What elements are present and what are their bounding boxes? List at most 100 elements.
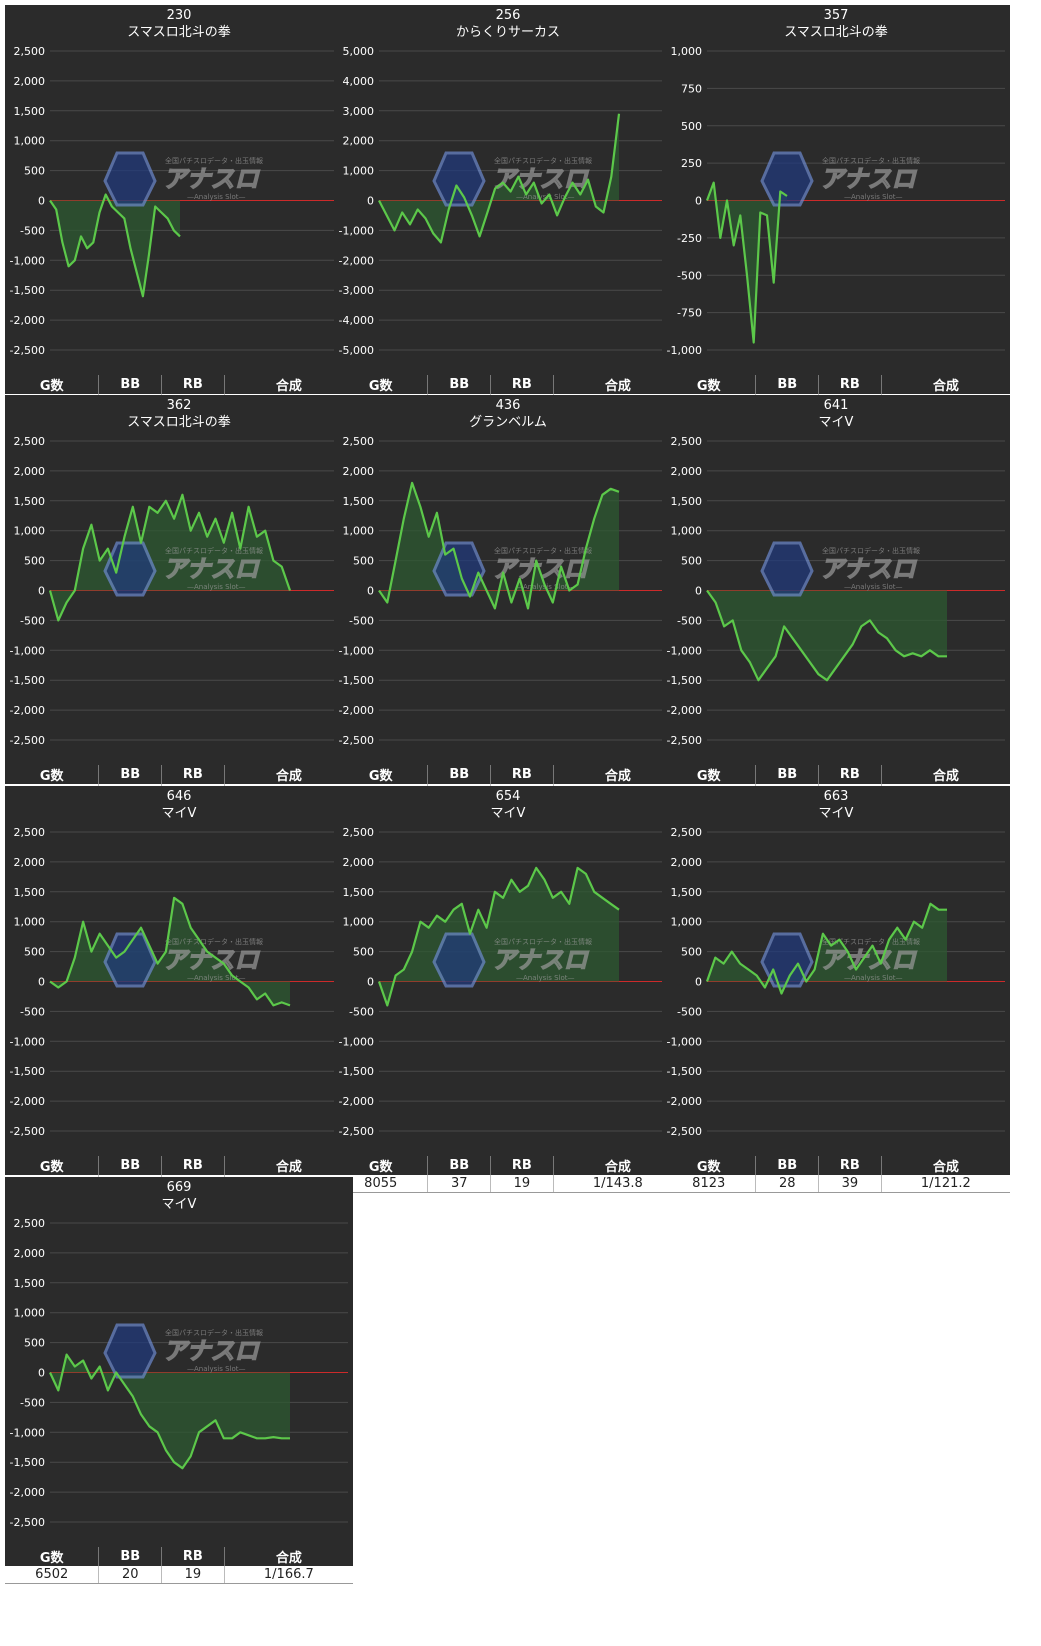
y-tick-label: -4,000 <box>339 314 374 327</box>
y-tick-label: -1,000 <box>339 224 374 237</box>
header-total: 合成 <box>881 1156 1010 1175</box>
logo-hex-icon <box>103 932 157 988</box>
y-tick-label: 2,000 <box>14 75 46 88</box>
y-tick-label: 1,000 <box>14 1307 46 1320</box>
y-tick-label: 500 <box>24 165 45 178</box>
watermark-tagline: —Analysis Slot— <box>844 583 902 591</box>
machine-number: 357 <box>823 8 849 23</box>
machine-panel: 2,500 2,000 1,500 1,000 500 0 -500 -1,000 -1,500… <box>662 786 1010 1193</box>
y-tick-label: -500 <box>677 269 702 282</box>
header-rb: RB <box>490 1156 554 1175</box>
y-tick-label: 0 <box>695 976 702 989</box>
y-tick-label: 500 <box>681 120 702 133</box>
header-total: 合成 <box>553 375 682 394</box>
y-tick-label: 1,500 <box>343 886 375 899</box>
watermark-text: アナスロ <box>820 165 918 193</box>
machine-panel: 2,500 2,000 1,500 1,000 500 0 -500 -1,000 -1,500… <box>5 1177 353 1584</box>
header-total: 合成 <box>224 1156 353 1175</box>
y-tick-label: -2,500 <box>10 734 45 747</box>
y-tick-label: 500 <box>353 555 374 568</box>
y-tick-label: -5,000 <box>339 344 374 357</box>
y-tick-label: -1,000 <box>667 644 702 657</box>
machine-name: マイV <box>161 806 197 821</box>
header-bb: BB <box>98 375 163 394</box>
area-fill <box>50 1354 290 1469</box>
header-rb: RB <box>490 765 554 784</box>
machine-name: グランベルム <box>469 415 547 430</box>
area-fill <box>50 494 290 621</box>
y-tick-label: -2,000 <box>667 704 702 717</box>
y-tick-label: -1,500 <box>10 284 45 297</box>
header-total: 合成 <box>224 375 353 394</box>
series-line <box>48 493 292 622</box>
stats-table: G数 BB RB 合成 8123 28 39 1/121.2 <box>662 1156 1010 1193</box>
y-tick-label: 1,000 <box>343 916 375 929</box>
y-tick-label: 500 <box>681 555 702 568</box>
y-tick-label: 2,000 <box>343 465 375 478</box>
area-fill <box>707 182 787 343</box>
y-tick-label: -1,500 <box>10 674 45 687</box>
machine-number: 663 <box>823 789 849 804</box>
machine-panel: 2,500 2,000 1,500 1,000 500 0 -500 -1,000 -1,500… <box>334 395 682 802</box>
header-total: 合成 <box>224 765 353 784</box>
logo-hex-icon <box>760 151 814 207</box>
machine-name: からくりサーカス <box>455 25 560 40</box>
area-fill <box>707 903 947 994</box>
y-tick-label: 1,000 <box>14 916 46 929</box>
watermark-subtext: 全国パチスロデータ・出玉情報 <box>165 1328 263 1337</box>
series-line <box>378 113 621 244</box>
y-tick-label: 1,500 <box>14 886 46 899</box>
y-tick-label: 2,000 <box>14 1247 46 1260</box>
series-line <box>49 896 291 1007</box>
y-tick-label: 5,000 <box>343 45 375 58</box>
header-g: G数 <box>334 1156 429 1175</box>
y-tick-label: 2,500 <box>343 435 375 448</box>
y-tick-label: -500 <box>677 1005 702 1018</box>
chart-svg: 2,500 2,000 1,500 1,000 500 0 -500 -1,000 -1,500… <box>667 826 1005 1138</box>
machine-name: マイV <box>161 1197 197 1212</box>
machine-name: スマスロ北斗の拳 <box>127 25 231 40</box>
y-tick-label: 500 <box>24 946 45 959</box>
stats-table: G数 BB RB 合成 6502 20 19 1/166.7 <box>5 1547 353 1584</box>
slump-chart: 2,500 2,000 1,500 1,000 500 0 -500 -1,000 -1,500… <box>662 395 1010 765</box>
watermark-text: アナスロ <box>163 165 261 193</box>
series-line <box>49 193 181 298</box>
y-tick-label: -500 <box>20 1005 45 1018</box>
slump-chart: 2,500 2,000 1,500 1,000 500 0 -500 -1,000 -1,500… <box>5 5 353 375</box>
machine-name: マイV <box>818 415 854 430</box>
header-bb: BB <box>98 765 163 784</box>
watermark-text: アナスロ <box>492 946 590 974</box>
y-tick-label: 1,000 <box>14 135 46 148</box>
watermark-tagline: —Analysis Slot— <box>187 193 245 201</box>
watermark-tagline: —Analysis Slot— <box>516 974 574 982</box>
slump-chart: 2,500 2,000 1,500 1,000 500 0 -500 -1,000 -1,500… <box>5 395 353 765</box>
chart-svg: 2,500 2,000 1,500 1,000 500 0 -500 -1,000 -1,500… <box>667 435 1005 747</box>
y-tick-label: -1,000 <box>667 1035 702 1048</box>
header-bb: BB <box>755 375 820 394</box>
y-tick-label: -2,500 <box>339 1125 374 1138</box>
y-tick-label: -2,500 <box>10 1516 45 1529</box>
y-tick-label: 2,000 <box>671 465 703 478</box>
watermark-tagline: —Analysis Slot— <box>187 583 245 591</box>
games-value: 8123 <box>662 1175 757 1193</box>
bb-value: 20 <box>98 1566 163 1584</box>
machine-panel: 2,500 2,000 1,500 1,000 500 0 -500 -1,000 -1,500… <box>5 5 353 412</box>
y-tick-label: 3,000 <box>343 105 375 118</box>
y-tick-label: 500 <box>353 946 374 959</box>
y-tick-label: -1,500 <box>339 674 374 687</box>
y-tick-label: -2,000 <box>339 254 374 267</box>
y-tick-label: 2,500 <box>14 826 46 839</box>
y-tick-label: -2,000 <box>667 1095 702 1108</box>
y-tick-label: 1,500 <box>343 495 375 508</box>
y-tick-label: 1,500 <box>14 105 46 118</box>
y-tick-label: -1,000 <box>10 1035 45 1048</box>
slump-chart: 2,500 2,000 1,500 1,000 500 0 -500 -1,000 -1,500… <box>662 786 1010 1156</box>
header-g: G数 <box>334 375 429 394</box>
machine-panel: 2,500 2,000 1,500 1,000 500 0 -500 -1,000 -1,500… <box>5 395 353 802</box>
games-value: 6502 <box>5 1566 100 1584</box>
y-tick-label: 0 <box>38 976 45 989</box>
